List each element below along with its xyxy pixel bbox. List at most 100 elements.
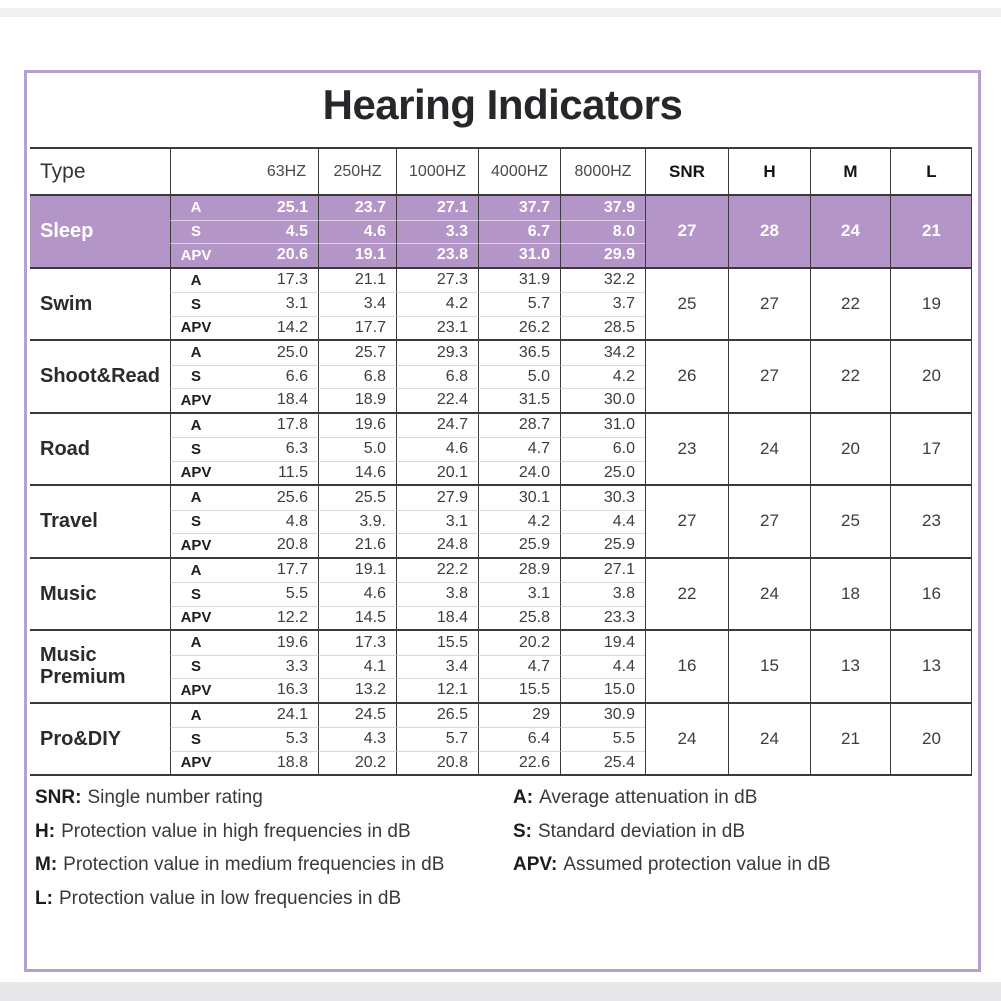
summary-value-m: 21: [810, 703, 890, 774]
attenuation-value: 18.4: [276, 391, 308, 409]
header-cell-h: H: [728, 149, 810, 194]
attenuation-value: 17.3: [318, 631, 396, 655]
header-type-cell: Type: [40, 159, 86, 183]
sub-row-label: APV: [180, 754, 212, 772]
attenuation-value: 19.1: [318, 558, 396, 582]
attenuation-value: 3.4: [318, 292, 396, 316]
legend-desc: Protection value in low frequencies in d…: [58, 887, 402, 909]
attenuation-value: 14.6: [318, 460, 396, 484]
attenuation-value: 25.5: [318, 486, 396, 510]
summary-value-l: 19: [890, 268, 972, 339]
header-cell-63hz: 63HZ: [170, 149, 318, 194]
attenuation-value: 4.7: [478, 437, 560, 461]
row-group-music: Music A 17.7 19.1 22.2 28.9 27.1 S 5.5 4.6 3.8 3.1 3…: [30, 558, 972, 631]
row-group-music-premium: Music Premium A 19.6 17.3 15.5 20.2 19.4 S 3.3 4.…: [30, 631, 972, 704]
attenuation-value: 3.8: [396, 582, 478, 606]
sub-row-label: A: [190, 561, 202, 579]
summary-value-l: 17: [890, 413, 972, 484]
sub-row-label: APV: [180, 609, 212, 627]
attenuation-value: 15.0: [560, 678, 645, 702]
summary-value-snr: 24: [645, 703, 728, 774]
summary-value-snr: 27: [645, 486, 728, 557]
freq-value-cell: A 17.7: [170, 558, 318, 582]
summary-value-l: 16: [890, 558, 972, 629]
summary-value-snr: 22: [645, 558, 728, 629]
sub-row-label: A: [190, 416, 202, 434]
attenuation-value: 16.3: [276, 681, 308, 699]
attenuation-value: 31.0: [478, 243, 560, 267]
attenuation-value: 6.6: [285, 367, 308, 385]
attenuation-value: 6.8: [318, 364, 396, 388]
legend-left-column: SNR: Single number rating H: Protection val…: [35, 781, 513, 915]
header-cell-m: M: [810, 149, 890, 194]
attenuation-value: 34.2: [560, 341, 645, 365]
type-cell: Pro&DIY: [40, 727, 122, 750]
row-group-swim: Swim A 17.3 21.1 27.3 31.9 32.2 S 3.1 3.4 4.2 5.7 3.…: [30, 268, 972, 341]
sub-row-label: S: [190, 513, 201, 531]
summary-value-l: 20: [890, 703, 972, 774]
freq-value-cell: APV 16.3: [170, 678, 318, 702]
attenuation-value: 29: [478, 703, 560, 727]
attenuation-value: 25.1: [276, 198, 308, 216]
attenuation-value: 27.1: [396, 196, 478, 220]
freq-value-cell: APV 20.6: [170, 243, 318, 267]
attenuation-value: 30.0: [560, 388, 645, 412]
attenuation-value: 31.9: [478, 268, 560, 292]
attenuation-value: 36.5: [478, 341, 560, 365]
attenuation-value: 4.3: [318, 727, 396, 751]
attenuation-value: 20.6: [276, 246, 308, 264]
attenuation-value: 3.1: [478, 582, 560, 606]
attenuation-value: 18.9: [318, 388, 396, 412]
attenuation-value: 5.5: [560, 727, 645, 751]
header-cell-8000hz: 8000HZ: [560, 149, 645, 194]
summary-value-m: 18: [810, 558, 890, 629]
summary-value-l: 23: [890, 486, 972, 557]
attenuation-value: 27.1: [560, 558, 645, 582]
attenuation-value: 17.7: [318, 315, 396, 339]
bottom-edge-strip: [0, 982, 1001, 1001]
attenuation-value: 23.8: [396, 243, 478, 267]
legend-right-column: A: Average attenuation in dB S: Standard de…: [513, 781, 973, 915]
attenuation-value: 37.7: [478, 196, 560, 220]
attenuation-value: 15.5: [478, 678, 560, 702]
attenuation-value: 28.5: [560, 315, 645, 339]
summary-value-snr: 23: [645, 413, 728, 484]
freq-value-cell: APV 20.8: [170, 533, 318, 557]
attenuation-value: 37.9: [560, 196, 645, 220]
attenuation-value: 24.8: [396, 533, 478, 557]
indicators-table: Type 63HZ 250HZ 1000HZ 4000HZ 8000HZ SNR H M L Sle…: [30, 147, 972, 776]
attenuation-value: 14.2: [276, 318, 308, 336]
header-cell-l: L: [890, 149, 972, 194]
attenuation-value: 25.6: [276, 488, 308, 506]
summary-value-l: 21: [890, 196, 972, 267]
attenuation-value: 4.6: [318, 219, 396, 243]
attenuation-value: 25.8: [478, 605, 560, 629]
attenuation-value: 20.2: [478, 631, 560, 655]
attenuation-value: 5.3: [285, 730, 308, 748]
attenuation-value: 11.5: [278, 463, 308, 481]
attenuation-value: 27.9: [396, 486, 478, 510]
summary-value-m: 13: [810, 631, 890, 702]
sub-row-label: S: [190, 585, 201, 603]
sub-row-label: S: [190, 295, 201, 313]
freq-value-cell: APV 11.5: [170, 460, 318, 484]
summary-value-snr: 26: [645, 341, 728, 412]
attenuation-value: 19.6: [318, 413, 396, 437]
attenuation-value: 17.7: [276, 561, 308, 579]
legend-item: APV: Assumed protection value in dB: [513, 848, 973, 882]
legend-desc: Average attenuation in dB: [539, 787, 758, 808]
attenuation-value: 19.1: [318, 243, 396, 267]
attenuation-value: 3.1: [285, 295, 308, 313]
type-cell: Music: [40, 582, 97, 605]
freq-value-cell: A 17.3: [170, 268, 318, 292]
attenuation-value: 4.5: [285, 222, 308, 240]
page-title: Hearing Indicators: [322, 81, 683, 128]
legend-item: A: Average attenuation in dB: [513, 781, 973, 815]
attenuation-value: 25.9: [478, 533, 560, 557]
legend-item: H: Protection value in high frequencies i…: [35, 815, 513, 849]
legend-desc: Protection value in medium frequencies i…: [63, 854, 445, 875]
summary-value-snr: 16: [645, 631, 728, 702]
attenuation-value: 31.5: [478, 388, 560, 412]
legend-item: S: Standard deviation in dB: [513, 815, 973, 849]
sub-row-label: A: [190, 634, 202, 652]
